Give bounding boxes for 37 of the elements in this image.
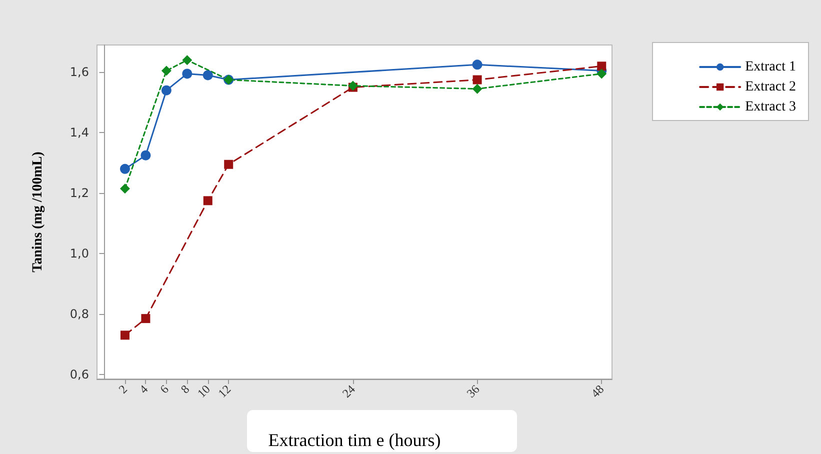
point <box>596 68 607 79</box>
point <box>182 55 192 66</box>
legend-label: Extract 2 <box>745 80 796 94</box>
point <box>224 160 234 169</box>
y-tick-label: 1,4 <box>70 126 89 140</box>
y-axis-title: Tanins (mg /100mL) <box>30 151 46 272</box>
point <box>120 164 130 174</box>
y-tick-label: 1,6 <box>70 65 89 80</box>
point <box>120 330 130 340</box>
point <box>182 68 192 79</box>
y-tick-label: 0,8 <box>70 307 89 322</box>
point <box>140 150 151 160</box>
x-tick-label: 4 <box>136 382 151 396</box>
x-tick-label: 36 <box>464 382 482 400</box>
legend-label: Extract 1 <box>745 60 796 74</box>
point <box>472 60 482 70</box>
y-tick-label: 0,6 <box>70 367 89 382</box>
point <box>203 196 212 206</box>
x-tick-label: 48 <box>588 382 607 400</box>
x-tick-label: 10 <box>194 382 213 400</box>
point <box>472 84 482 94</box>
x-tick-label: 2 <box>116 382 130 396</box>
y-tick-label: 1,2 <box>70 186 89 200</box>
point <box>472 75 482 84</box>
point <box>120 184 130 194</box>
point <box>161 85 172 96</box>
legend-label: Extract 3 <box>745 100 796 114</box>
point <box>161 66 172 76</box>
x-tick-label: 8 <box>178 382 192 396</box>
x-tick-label: 6 <box>157 382 172 396</box>
x-axis-title: Extraction tim e (hours) <box>268 430 441 450</box>
point <box>597 62 606 71</box>
x-tick-label: 12 <box>215 382 234 400</box>
point <box>202 70 213 80</box>
x-tick-label: 24 <box>340 382 358 400</box>
point <box>141 314 150 324</box>
y-tick-label: 1,0 <box>70 246 89 261</box>
